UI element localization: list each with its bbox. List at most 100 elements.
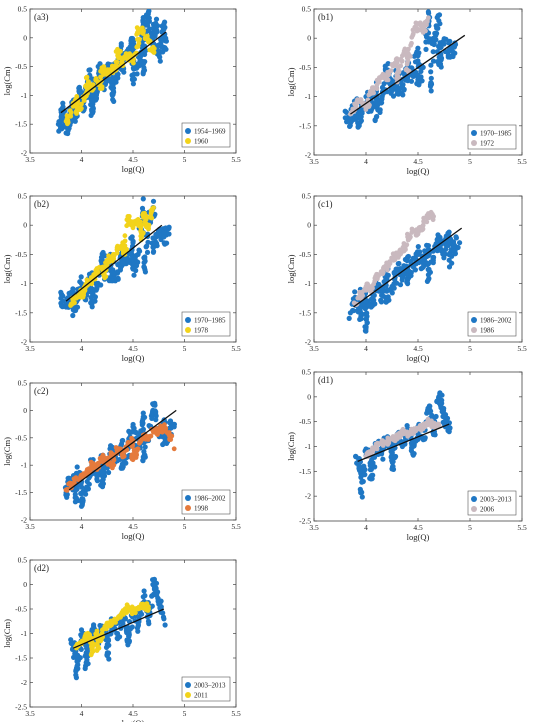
legend-marker [185, 138, 191, 144]
data-point [431, 424, 436, 429]
data-point [358, 97, 364, 102]
x-tick-label: 4 [364, 157, 368, 166]
data-point [73, 495, 79, 501]
data-point [410, 451, 416, 457]
y-tick-label: -1.5 [15, 120, 27, 129]
data-point [84, 484, 90, 490]
data-point [149, 415, 155, 421]
data-point [130, 75, 136, 81]
data-point [161, 440, 167, 446]
data-point [162, 241, 168, 247]
data-point [104, 70, 110, 75]
x-axis-label: log(Q) [122, 531, 145, 541]
data-point [420, 260, 426, 266]
x-axis-label: log(Q) [122, 718, 145, 722]
data-point [415, 53, 421, 59]
data-point [110, 618, 115, 624]
data-point [58, 118, 64, 124]
panel-d2: (d2) 3.5 4 4.5 5 5.5 -2.5 -2 -1.5 -1 -0.5 0 0.5 log(Q… [2, 556, 241, 722]
data-point [400, 249, 405, 254]
data-point [99, 479, 105, 485]
x-tick-label: 5 [183, 344, 187, 353]
data-point [420, 222, 426, 228]
data-point [146, 225, 151, 231]
data-point [428, 88, 434, 94]
data-point [405, 431, 410, 437]
x-tick-label: 4 [364, 523, 368, 532]
data-point [78, 274, 84, 280]
legend: 1954–1969 1960 [181, 122, 231, 148]
data-point [110, 451, 115, 457]
data-point [425, 406, 431, 412]
legend-marker [185, 128, 191, 134]
data-point [412, 267, 418, 273]
y-tick-label: -2 [21, 149, 27, 158]
data-point [384, 263, 390, 269]
x-tick-label: 5.5 [231, 522, 241, 531]
data-point [109, 92, 115, 98]
data-point [126, 217, 132, 223]
x-tick-label: 3.5 [309, 344, 319, 353]
data-point [446, 257, 452, 263]
data-point [68, 110, 74, 116]
data-point [126, 630, 132, 636]
panels-root: (a3) 3.5 4 4.5 5 5.5 -2 -1.5 -1 -0.5 0 0.5 log(Q) log… [2, 5, 527, 722]
data-point [109, 63, 115, 69]
data-point [384, 439, 390, 444]
data-point [159, 43, 165, 50]
data-point [384, 76, 390, 82]
data-point [146, 38, 151, 44]
data-point [418, 68, 424, 74]
data-point [73, 675, 79, 681]
data-point [140, 426, 146, 432]
data-point [156, 601, 162, 607]
plot-area [62, 400, 177, 509]
data-point [395, 261, 401, 267]
x-tick-label: 3.5 [25, 344, 35, 353]
data-point [368, 304, 374, 310]
data-point [167, 418, 174, 424]
y-tick-label: 0 [307, 392, 311, 401]
data-point [130, 240, 136, 246]
data-point [171, 446, 177, 452]
data-point [410, 32, 416, 38]
data-point [134, 32, 140, 37]
fit-line [353, 227, 463, 308]
data-point [92, 294, 98, 300]
data-point [138, 49, 144, 55]
data-point [449, 253, 455, 259]
legend-marker [471, 496, 477, 502]
series-highlight [63, 25, 157, 127]
y-tick-label: -0.5 [15, 250, 27, 259]
y-axis-label: log(Cm) [2, 437, 12, 466]
data-point [423, 46, 429, 53]
x-tick-label: 3.5 [25, 522, 35, 531]
data-point [114, 457, 121, 463]
data-point [89, 98, 95, 104]
data-point [130, 58, 136, 64]
x-tick-label: 5.5 [517, 344, 527, 353]
legend-label: 1986–2002 [194, 495, 226, 503]
data-point [140, 601, 146, 607]
legend: 1970–1985 1978 [181, 311, 231, 337]
data-point [84, 660, 90, 666]
series-baseline [346, 229, 463, 334]
data-point [161, 424, 167, 430]
data-point [142, 219, 148, 225]
data-point [405, 47, 410, 53]
legend: 2003–2013 2006 [467, 490, 517, 516]
panel-c2: (c2) 3.5 4 4.5 5 5.5 -2 -1.5 -1 -0.5 0 0.5 log(Q) log… [2, 379, 241, 542]
data-point [153, 20, 159, 26]
panel-c1: (c1) 3.5 4 4.5 5 5.5 -2 -1.5 -1 -0.5 0 0.5 log(Q) log… [286, 192, 527, 364]
data-point [140, 61, 146, 67]
data-point [115, 616, 120, 622]
y-tick-label: -2.5 [15, 703, 27, 712]
y-tick-label: -0.5 [299, 250, 311, 259]
data-point [140, 15, 146, 21]
data-point [384, 272, 390, 278]
legend: 1970–1985 1972 [467, 124, 517, 150]
data-point [74, 295, 79, 301]
data-point [342, 115, 348, 121]
data-point [347, 310, 353, 316]
legend-marker [471, 506, 477, 512]
